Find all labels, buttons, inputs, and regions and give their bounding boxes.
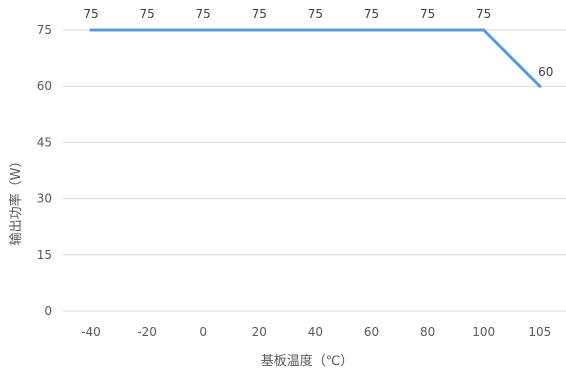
data-label: 75 xyxy=(364,7,379,21)
x-tick-label: -40 xyxy=(81,325,101,339)
data-point xyxy=(257,28,261,32)
y-tick-label: 0 xyxy=(44,304,52,318)
series-layer xyxy=(89,28,542,88)
x-axis-title: 基板温度（℃） xyxy=(261,353,354,369)
x-tick-label: 20 xyxy=(252,325,267,339)
y-axis-title: 输出功率（W） xyxy=(8,155,24,246)
gridlines xyxy=(63,29,566,312)
series-line xyxy=(89,28,542,88)
y-tick-label: 60 xyxy=(37,79,52,93)
data-point xyxy=(426,28,430,32)
x-axis-ticks: -40 -20 0 20 40 60 80 100 105 xyxy=(81,325,551,339)
y-axis-ticks: 0 15 30 45 60 75 xyxy=(37,23,52,318)
x-tick-label: 0 xyxy=(199,325,207,339)
y-tick-label: 30 xyxy=(37,192,52,206)
data-label: 75 xyxy=(196,7,211,21)
x-tick-label: 80 xyxy=(420,325,435,339)
y-tick-label: 75 xyxy=(37,23,52,37)
data-point xyxy=(313,28,317,32)
data-label: 75 xyxy=(83,7,98,21)
data-label: 60 xyxy=(538,65,553,79)
x-tick-label: 60 xyxy=(364,325,379,339)
x-tick-label: -20 xyxy=(137,325,157,339)
y-tick-label: 45 xyxy=(37,135,52,149)
data-point xyxy=(145,28,149,32)
data-point xyxy=(482,28,486,32)
y-tick-label: 15 xyxy=(37,248,52,262)
x-tick-label: 105 xyxy=(528,325,551,339)
data-point xyxy=(201,28,205,32)
data-point xyxy=(538,84,542,88)
data-label: 75 xyxy=(139,7,154,21)
x-tick-label: 40 xyxy=(308,325,323,339)
data-label: 75 xyxy=(308,7,323,21)
x-tick-label: 100 xyxy=(472,325,495,339)
data-label: 75 xyxy=(476,7,491,21)
data-point xyxy=(370,28,373,32)
data-label: 75 xyxy=(420,7,435,21)
data-labels: 75 75 75 75 75 75 75 75 60 xyxy=(83,7,553,79)
data-point xyxy=(89,28,93,32)
data-label: 75 xyxy=(252,7,267,21)
